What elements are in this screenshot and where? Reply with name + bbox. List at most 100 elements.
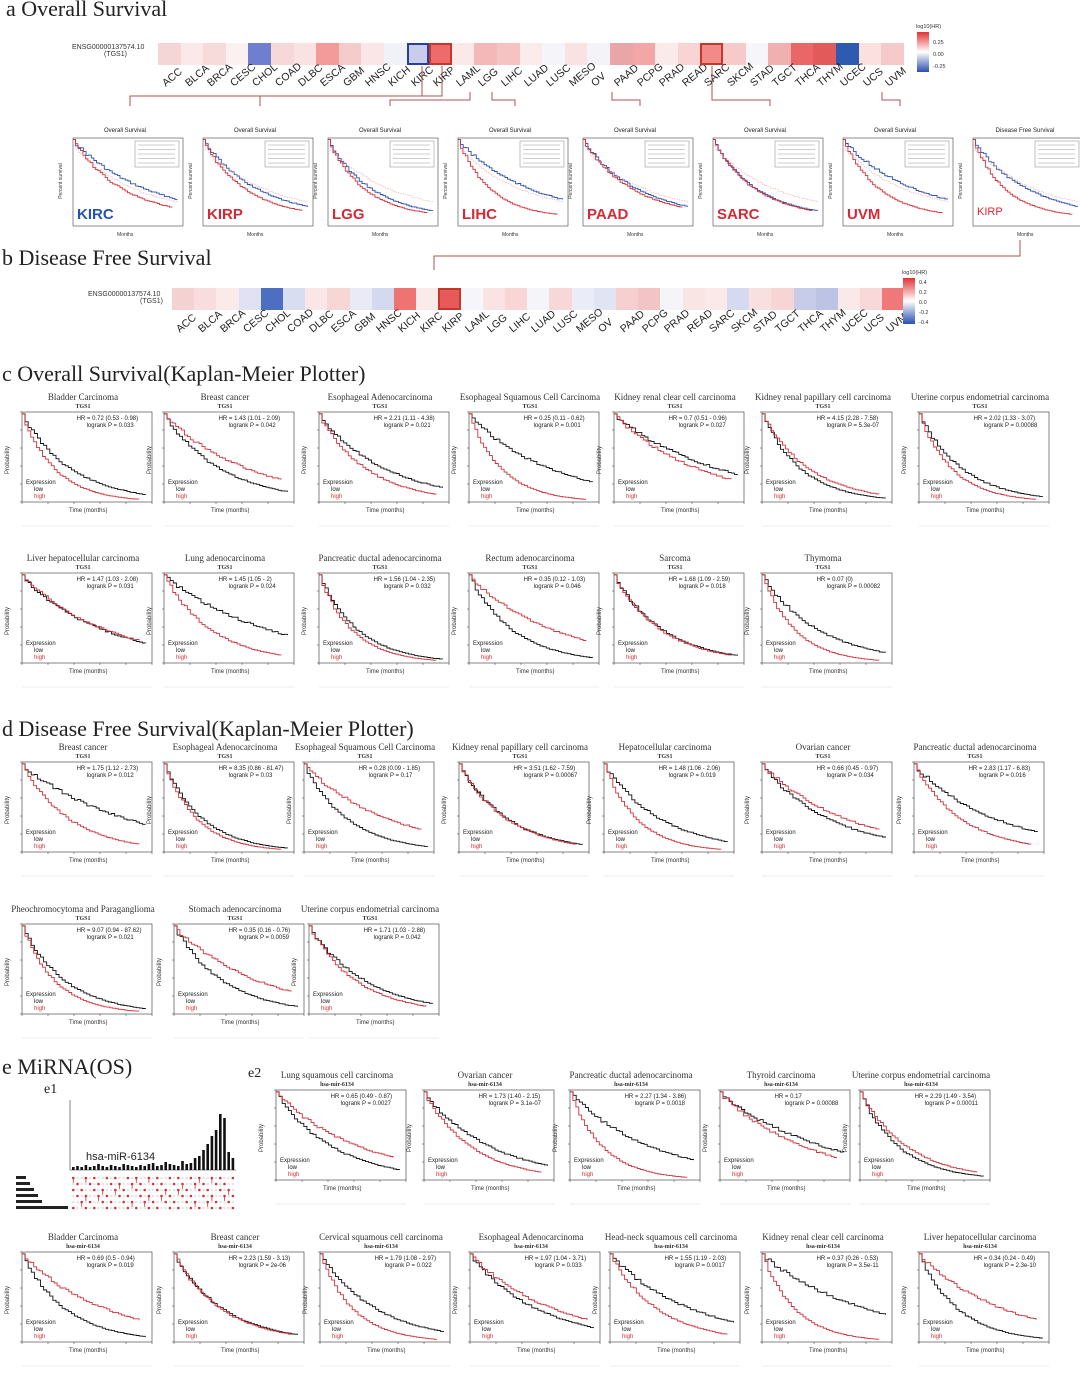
upset-dot (139, 1206, 142, 1210)
km-hr: HR = 1.55 (1.19 - 2.03) (664, 1256, 727, 1262)
upset-dot (227, 1194, 230, 1198)
cancer-type-label: KIRP (440, 310, 467, 336)
heatmap-cell (660, 288, 683, 310)
km-gene: TGS1 (217, 754, 233, 760)
legend-high: high (186, 1334, 198, 1340)
km-panel: Pheochromocytoma and Paraganglioma TGS1 HR… (5, 904, 158, 1054)
km-title: Esophageal Squamous Cell Carcinoma (294, 742, 436, 752)
km-legend: Expression low high (323, 641, 353, 662)
km-hr: HR = 0.35 (0.16 - 0.76) (228, 928, 291, 934)
upset-dot (76, 1206, 79, 1210)
km-plot-svg (917, 411, 1050, 527)
upset-bar (93, 1166, 96, 1170)
km-legend: Expression low high (308, 830, 338, 851)
km-hr: HR = 0.35 (0.12 - 1.03) (523, 577, 586, 583)
km-gene: TGS1 (967, 754, 983, 760)
gepia-curve-high (328, 139, 428, 213)
cancer-type-label: TGCT (773, 307, 803, 336)
upset-dot (84, 1206, 88, 1210)
upset-dot (72, 1194, 75, 1198)
km-curve-low (174, 925, 298, 1007)
km-plot-svg (760, 761, 893, 877)
km-gene: TGS1 (372, 404, 388, 410)
km-logrank: logrank P = 0.00088 (983, 423, 1038, 429)
legend-high: high (926, 844, 938, 850)
km-panel: Kidney renal clear cell carcinoma hsa-mir… (745, 1232, 898, 1382)
km-legend: Expression low high (923, 1320, 953, 1341)
heatmap-cell (248, 43, 271, 65)
upset-dot (126, 1188, 130, 1192)
km-curve-high (919, 1253, 1037, 1320)
upset-dot (72, 1206, 75, 1210)
km-panel: Bladder Carcinoma TGS1 HR = 0.72 (0.53 - 0… (5, 392, 158, 542)
upset-bar (130, 1166, 134, 1170)
km-stats: HR = 0.37 (0.26 - 0.53) logrank P = 3.5e-… (817, 1256, 879, 1270)
km-ylabel: Probability (302, 606, 309, 636)
upset-dot (84, 1200, 88, 1204)
upset-dot (198, 1200, 201, 1204)
heatmap-cell (305, 288, 328, 310)
upset-dot (122, 1194, 125, 1198)
km-xlabel: Time (months) (366, 508, 405, 514)
upset-dot (114, 1200, 117, 1204)
scale-a-tick-3: -0.25 (933, 64, 946, 70)
km-stats: HR = 3.51 (1.62 - 7.59) logrank P = 0.000… (514, 766, 578, 780)
km-logrank: logrank P = 5.3e-07 (826, 423, 880, 429)
upset-dot (168, 1206, 172, 1210)
km-xlabel: Time (months) (809, 669, 848, 675)
km-title: Bladder Carcinoma (47, 392, 119, 402)
km-panel: Esophageal Adenocarcinoma hsa-mir-6134 HR … (453, 1232, 606, 1382)
km-logrank: logrank P = 3.5e-11 (826, 1263, 879, 1269)
heatmap-cell (527, 288, 550, 310)
gepia-curve-high (203, 139, 303, 211)
upset-dot (202, 1176, 205, 1180)
km-curve-high (919, 413, 1037, 500)
gepia-axes (712, 137, 824, 227)
legend-low: low (331, 648, 341, 654)
legend-high: high (931, 494, 943, 500)
upset-dot (202, 1200, 205, 1204)
upset-dot (105, 1206, 109, 1210)
heatmap-cell (655, 43, 678, 65)
upset-dot (126, 1182, 130, 1186)
gepia-title: Overall Survival (743, 128, 786, 134)
legend-title: Expression (323, 641, 353, 647)
km-logrank: logrank P = 0.17 (368, 773, 413, 779)
km-legend: Expression low high (178, 992, 208, 1013)
km-xlabel: Time (months) (323, 1186, 362, 1192)
legend-high: high (34, 1334, 46, 1340)
km-curve-high (914, 763, 1032, 845)
upset-bar (76, 1166, 79, 1170)
gepia-axes (582, 137, 694, 227)
upset-dot (97, 1188, 100, 1192)
km-xlabel: Time (months) (211, 858, 250, 864)
upset-dot (80, 1206, 83, 1210)
legend-high: high (774, 844, 786, 850)
km-axes (21, 572, 153, 664)
legend-low: low (186, 1327, 196, 1333)
km-panel: Uterine corpus endometrial carcinoma TGS1… (902, 392, 1055, 542)
heatmap-cell (406, 43, 430, 65)
scale-b-bar (903, 278, 915, 324)
legend-title: Expression (574, 1158, 604, 1164)
upset-dot (181, 1200, 184, 1204)
km-gene: hsa-mir-6134 (218, 1244, 252, 1250)
km-stats: HR = 2.83 (1.17 - 6.83) logrank P = 0.016 (969, 766, 1031, 780)
upset-dot (210, 1200, 214, 1204)
km-logrank: logrank P = 0.012 (86, 773, 134, 779)
km-panel: Ovarian cancer hsa-mir-6134 HR = 1.73 (1.4… (407, 1070, 560, 1220)
km-legend: Expression low high (766, 641, 796, 662)
legend-low: low (34, 837, 44, 843)
km-curve-high (22, 925, 140, 1012)
legend-high: high (186, 1006, 198, 1012)
upset-dot (168, 1182, 172, 1186)
km-legend: Expression low high (178, 1320, 208, 1341)
km-axes (21, 1251, 153, 1343)
upset-dot (72, 1200, 75, 1204)
upset-dot (118, 1176, 121, 1180)
km-gene: TGS1 (512, 754, 528, 760)
km-hr: HR = 3.51 (1.62 - 7.59) (513, 766, 576, 772)
upset-dot (160, 1176, 163, 1180)
km-curve-high (762, 763, 880, 830)
km-panel: Breast cancer TGS1 HR = 1.75 (1.12 - 2.73)… (5, 742, 158, 892)
